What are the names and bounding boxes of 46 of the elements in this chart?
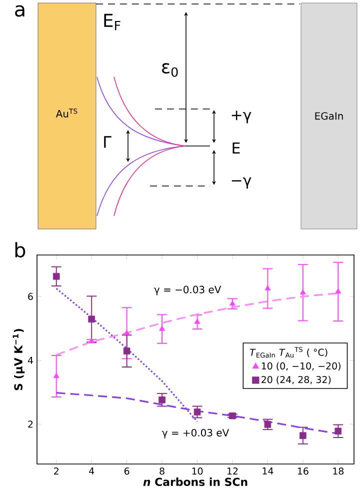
legend-title: T$_{EGaIn}$ T$_{Au}$$^{TS}$ ( °C)	[250, 346, 328, 358]
x-tick-label: 10	[192, 468, 203, 475]
point	[88, 316, 95, 323]
x-tick-label: 18	[333, 468, 344, 475]
point	[300, 432, 306, 439]
x-tick-label: 4	[89, 468, 94, 474]
text: ε$_{0}$	[162, 63, 178, 77]
point	[124, 330, 130, 335]
point	[194, 408, 201, 416]
point	[88, 338, 95, 343]
point	[334, 428, 342, 435]
point	[159, 326, 165, 331]
point	[52, 272, 60, 280]
point	[300, 289, 306, 294]
legend-label: 10 (0, −10, −20)	[262, 362, 340, 371]
annotation: γ = +0.03 eV	[162, 428, 230, 438]
legend-label: 20 (24, 28, 32)	[262, 376, 331, 384]
text: −γ	[232, 177, 252, 189]
y-axis-title: S (μV K$^{−1}$)	[12, 329, 25, 390]
y-tick-label: 6	[28, 292, 33, 300]
point	[194, 318, 200, 324]
annotation: γ = −0.03 eV	[154, 286, 222, 296]
x-tick-label: 8	[160, 468, 164, 475]
text: EGaIn	[315, 112, 343, 120]
y-tick-label: 2	[28, 420, 33, 428]
point	[158, 396, 166, 404]
point	[264, 285, 271, 290]
text: a	[15, 5, 24, 17]
text: Au$^{TS}$	[56, 108, 78, 118]
x-tick-label: 2	[54, 468, 58, 475]
text: +γ	[232, 110, 252, 124]
x-axis-title: n Carbons in SCn	[143, 478, 248, 486]
x-tick-label: 16	[298, 468, 308, 475]
x-tick-label: 14	[262, 468, 274, 474]
text: E	[232, 142, 240, 154]
x-tick-label: 12	[228, 468, 238, 475]
point	[335, 288, 342, 294]
chart-title: b	[15, 242, 26, 258]
point	[229, 412, 236, 420]
point	[53, 372, 60, 378]
x-tick-label: 6	[124, 468, 130, 475]
y-tick-label: 4	[28, 356, 33, 364]
text: E$_{F}$	[104, 14, 120, 30]
point	[264, 421, 272, 428]
text: Γ	[104, 136, 112, 148]
point	[123, 348, 130, 354]
